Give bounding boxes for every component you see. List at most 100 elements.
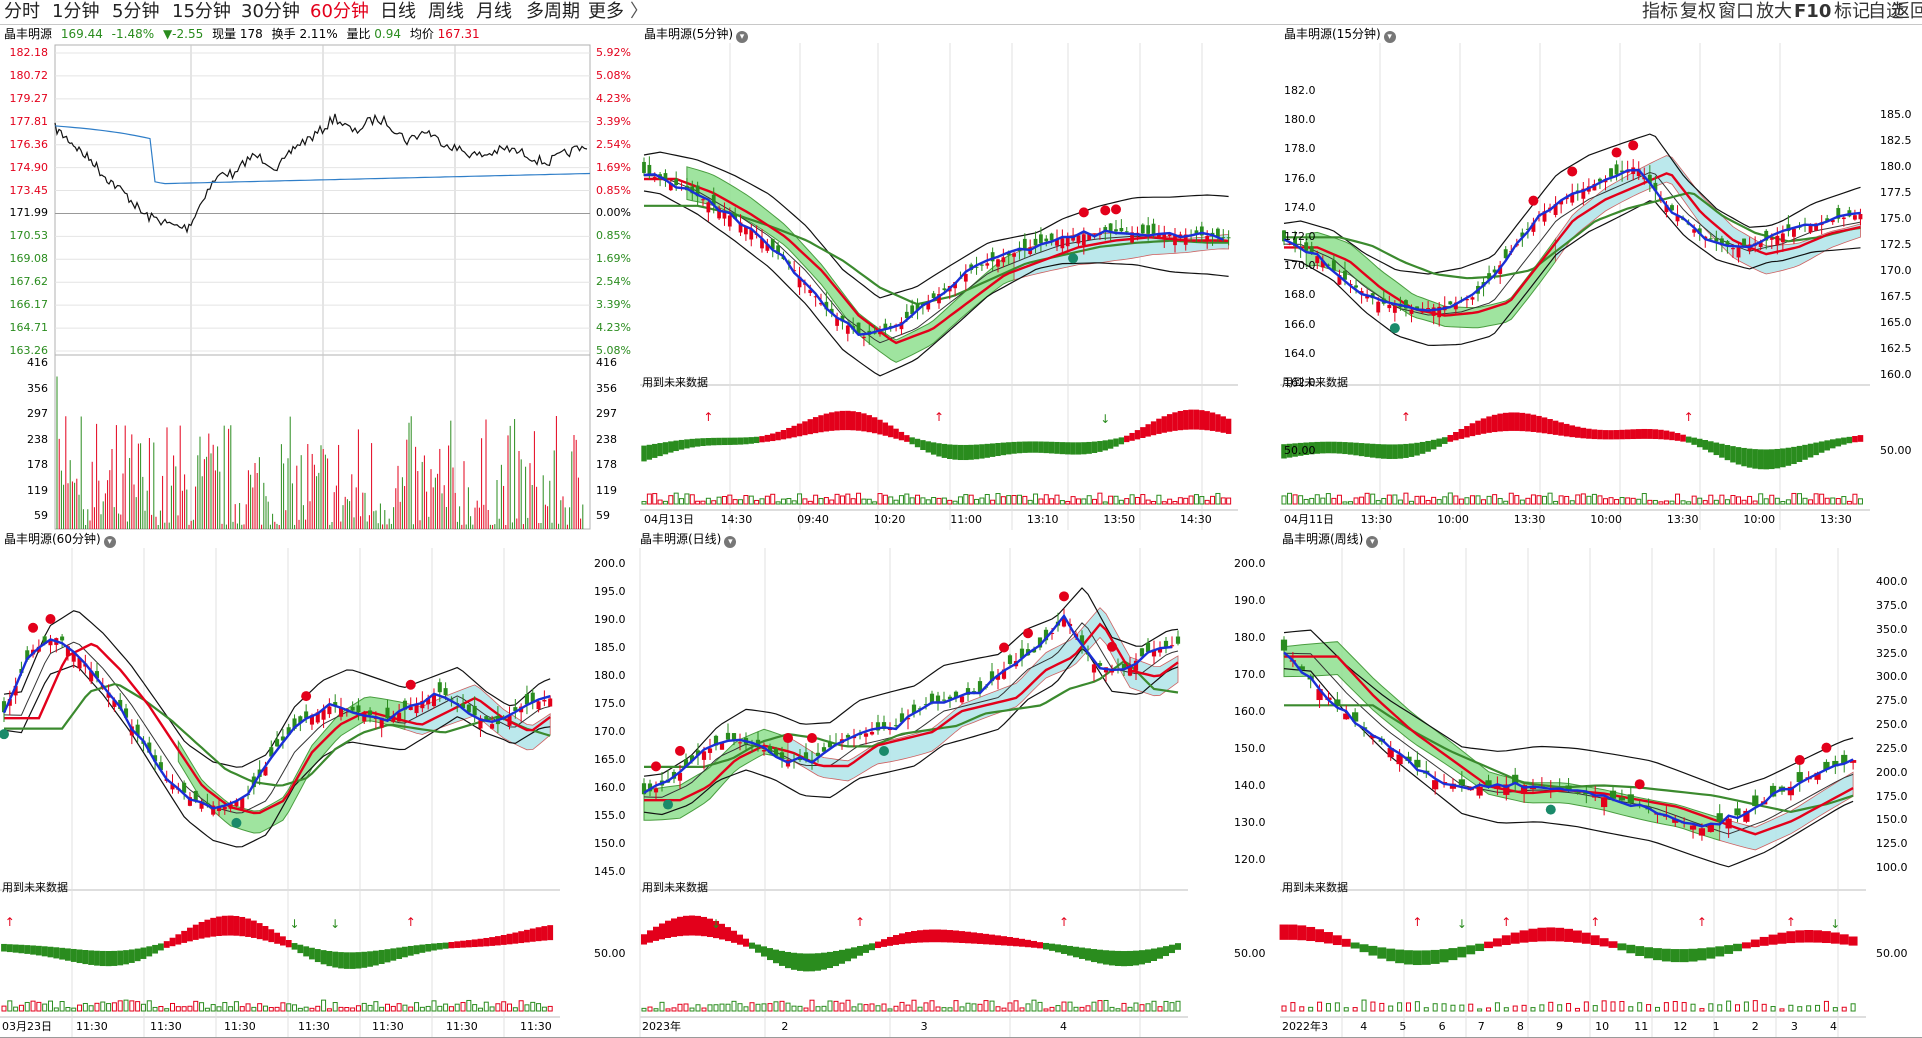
dropdown-icon[interactable]: ▾	[736, 31, 748, 43]
signal-bar	[1379, 1002, 1385, 1012]
candle-body	[414, 703, 419, 714]
signal-bar	[1420, 495, 1426, 505]
period-tab-more[interactable]: 更多	[588, 1, 624, 22]
last-price: 169.44	[60, 27, 103, 41]
intraday-panel[interactable]: 晶丰明源 169.44 -1.48% ▼-2.55 现量 178 换手 2.11…	[0, 25, 641, 531]
signal-bar	[1336, 494, 1342, 505]
panel-week[interactable]: ↑ ↑ ↑ ↑ ↑ ↓ ↓ 晶丰明源(周线) ▾ 用到未来数据 200.0 190.0 180.0…	[1230, 530, 1922, 1038]
f10-button[interactable]: F10	[1794, 1, 1832, 22]
dropdown-icon[interactable]: ▾	[1366, 536, 1379, 548]
signal-bar	[850, 498, 856, 505]
signal-bar	[326, 1008, 332, 1012]
signal-bar	[257, 1003, 263, 1012]
turnover-label: 换手	[271, 27, 296, 41]
signal-bar	[187, 1005, 193, 1012]
candle-body	[1431, 307, 1436, 316]
up-arrow-icon: ↑	[934, 410, 944, 424]
panel-5min[interactable]: ↑ ↑ ↓ 晶丰明源(5分钟) ▾ 用到未来数据 04月13日 14:30 09:40 10…	[640, 25, 1281, 531]
signal-bar	[454, 1003, 460, 1012]
signal-bar	[1747, 495, 1753, 505]
y-tick-15min: 176.0	[1284, 171, 1316, 185]
signal-bar	[1494, 1002, 1500, 1012]
candle-body	[776, 245, 780, 255]
x-tick-5min: 11:00	[950, 513, 982, 526]
period-tab-intraday[interactable]: 分时	[4, 1, 40, 22]
dropdown-icon[interactable]: ▾	[724, 536, 737, 548]
signal-bar	[448, 1006, 454, 1012]
signal-bar	[679, 498, 685, 505]
signal-bar	[791, 1005, 797, 1012]
signal-bar	[989, 1000, 995, 1012]
candle-body	[760, 238, 764, 249]
candle-body	[1852, 215, 1857, 220]
signal-bar	[1553, 500, 1559, 505]
x-tick-week: 12	[1673, 1020, 1688, 1033]
x-tick-60min: 11:30	[298, 1020, 330, 1033]
signal-bar	[767, 1003, 773, 1012]
candle-body	[222, 806, 227, 810]
watchlist-button[interactable]: 自选	[1868, 1, 1904, 22]
more-arrow-icon[interactable]: 〉	[630, 1, 648, 22]
x-tick-day: 3	[920, 1020, 928, 1033]
pct-tick: 0.85%	[596, 183, 631, 197]
period-tab-30min[interactable]: 30分钟	[241, 1, 300, 22]
period-tab-60min[interactable]: 60分钟	[310, 1, 369, 22]
y-tick-month: 325.0	[1876, 646, 1908, 660]
signal-bar	[1658, 501, 1664, 505]
y-tick-month: 350.0	[1876, 622, 1908, 636]
adjust-button[interactable]: 复权	[1680, 1, 1716, 22]
period-tab-day[interactable]: 日线	[380, 1, 416, 22]
signal-bar	[547, 1005, 553, 1012]
period-tab-month[interactable]: 月线	[476, 1, 512, 22]
dropdown-icon[interactable]: ▾	[1383, 31, 1396, 43]
signal-bar	[1574, 1007, 1580, 1012]
signal-bar	[1743, 1001, 1749, 1012]
signal-bar	[1819, 493, 1825, 505]
candle-body	[490, 724, 495, 729]
zoom-button[interactable]: 放大	[1756, 1, 1792, 22]
avg-value: 167.31	[437, 27, 480, 41]
signal-bar	[7, 1000, 13, 1012]
dropdown-icon[interactable]: ▾	[103, 536, 116, 548]
signal-bar	[1172, 501, 1178, 505]
panel-60min[interactable]: ↑ ↑ ↑ ↓ ↓ 晶丰明源(60分钟) ▾ 用到未来数据 03月23日 11:30 11:3…	[0, 530, 591, 1038]
period-tab-week[interactable]: 周线	[428, 1, 464, 22]
signal-bar	[732, 499, 738, 505]
window-button[interactable]: 窗口	[1718, 1, 1754, 22]
mark-button[interactable]: 标记	[1834, 1, 1870, 22]
candle-body	[1559, 200, 1564, 205]
back-button[interactable]: 返回	[1892, 1, 1922, 22]
y-tick-30min: 180.0	[1880, 160, 1912, 173]
signal-bar	[974, 498, 980, 505]
candle-body	[647, 164, 652, 175]
panel-15min[interactable]: ↑ ↑ 晶丰明源(15分钟) ▾ 用到未来数据 182.0 180.0 178.0 176…	[1280, 25, 1922, 531]
signal-bar	[823, 497, 829, 505]
period-tab-multi[interactable]: 多周期	[526, 1, 580, 22]
candle-body	[1742, 238, 1746, 246]
candle-body	[112, 700, 117, 707]
signal-bar	[877, 493, 883, 505]
signal-bar	[286, 1003, 292, 1012]
candle-body	[1376, 301, 1381, 313]
candle-body	[770, 239, 775, 249]
bollinger-middle	[1283, 171, 1861, 316]
signal-bar	[1325, 493, 1331, 505]
period-tab-1min[interactable]: 1分钟	[52, 1, 100, 22]
period-tab-15min[interactable]: 15分钟	[172, 1, 231, 22]
indicator-button[interactable]: 指标	[1642, 1, 1678, 22]
panel-day[interactable]: ↑ ↑ ↓ 晶丰明源(日线) ▾ 用到未来数据 200.0 195.0 190.0 185.…	[590, 530, 1231, 1038]
signal-bar	[1832, 1007, 1838, 1012]
signal-bar	[1037, 1001, 1043, 1012]
signal-bar	[1085, 1005, 1091, 1012]
signal-bar	[815, 1006, 821, 1012]
signal-bar	[1564, 495, 1570, 505]
candle-body	[652, 176, 657, 178]
signal-bar	[1774, 497, 1780, 505]
pct-tick: 4.23%	[596, 91, 631, 105]
signal-bar	[1680, 500, 1686, 505]
signal-bar	[1169, 1002, 1175, 1012]
signal-bar	[851, 1006, 857, 1012]
period-tab-5min[interactable]: 5分钟	[112, 1, 160, 22]
signal-bar	[1118, 499, 1124, 505]
signal-bar	[1006, 495, 1012, 505]
